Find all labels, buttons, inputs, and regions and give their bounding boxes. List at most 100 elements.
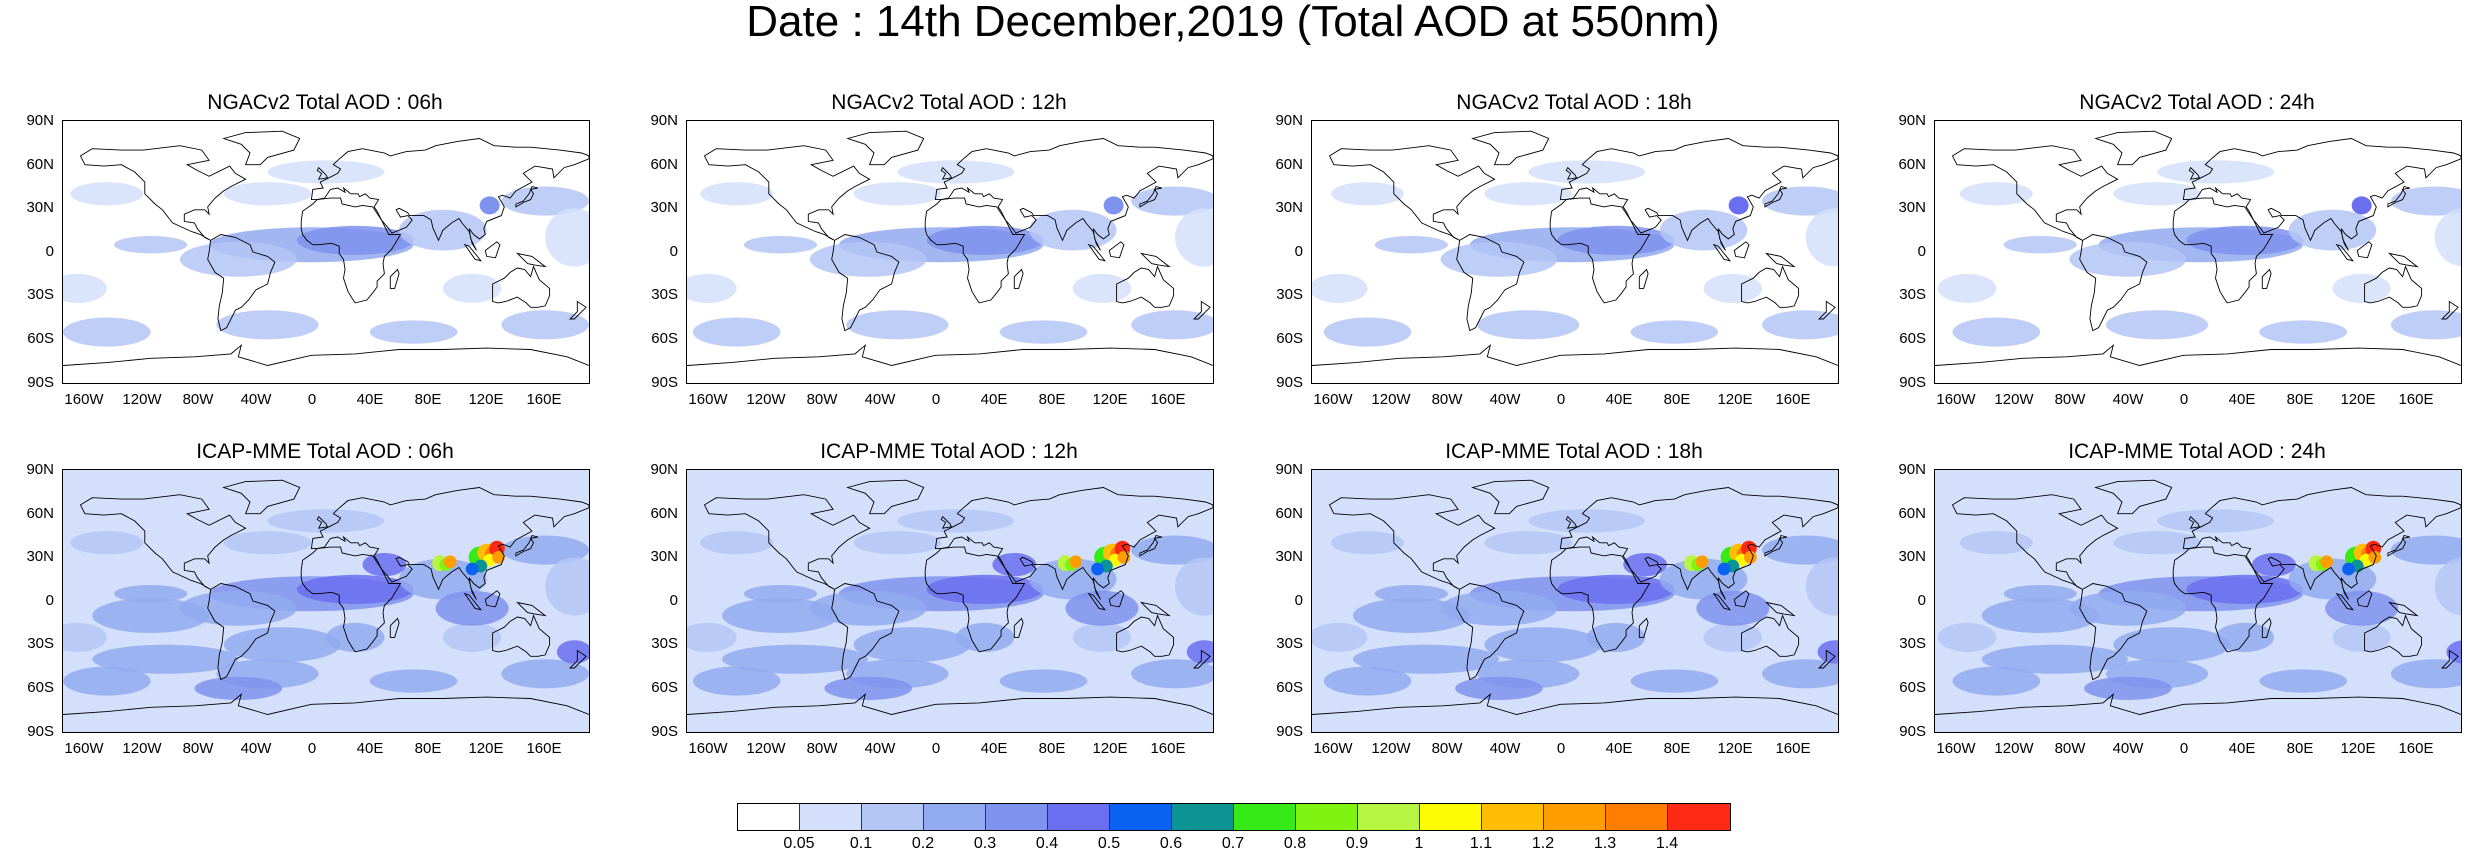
world-map [1311, 469, 1839, 733]
latitude-tick-label: 90N [1275, 461, 1303, 478]
aod-field [63, 622, 107, 652]
coastline-greenland [1471, 479, 1550, 515]
coastline-new-zealand [1192, 649, 1211, 669]
latitude-tick-label: 60N [26, 505, 54, 522]
aod-field [1728, 196, 1749, 215]
latitude-tick-label: 60S [651, 330, 678, 347]
aod-field [442, 273, 502, 303]
longitude-tick-label: 40W [240, 740, 272, 757]
latitude-tick-label: 30N [1275, 199, 1303, 216]
colorbar-swatch [1172, 804, 1234, 830]
aod-field [1557, 225, 1675, 255]
aod-field [687, 273, 737, 303]
longitude-tick-label: 160E [1150, 391, 1186, 408]
coastline-japan [2387, 185, 2411, 208]
colorbar-label: 1.2 [1531, 835, 1555, 852]
aod-field [2186, 225, 2304, 255]
longitude-tick-label: 120E [2340, 391, 2376, 408]
coastline-australia [2364, 614, 2423, 657]
longitude-tick-label: 80E [1663, 391, 1691, 408]
aod-field [1484, 531, 1573, 555]
coastline-indonesia-sumatra [2335, 243, 2355, 262]
aod-field [223, 627, 341, 663]
latitude-tick-label: 60S [27, 679, 54, 696]
aod-field [1186, 640, 1213, 664]
longitude-tick-label: 80E [2286, 740, 2314, 757]
coastline-australia [492, 265, 551, 308]
latitude-tick-label: 90S [1276, 723, 1303, 740]
longitude-tick-label: 160E [2398, 740, 2434, 757]
aod-field [2003, 584, 2077, 603]
map-panel: ICAP-MME Total AOD : 24h 90N 60N 30N 0 30S 60S… [1886, 441, 2466, 781]
latitude-tick-label: 60S [1276, 330, 1303, 347]
aod-field [1937, 622, 1997, 652]
aod-field [1659, 209, 1748, 251]
colorbar-label: 0.3 [973, 835, 997, 852]
latitude-tick-label: 60N [650, 156, 678, 173]
aod-field [2325, 590, 2399, 626]
coastline-antarctica [1935, 692, 2461, 715]
aod-field [2434, 208, 2461, 267]
coastline-eurasia [2182, 487, 2461, 600]
aod-field [2390, 186, 2461, 216]
aod-field [743, 584, 818, 603]
coastline-new-zealand [2440, 300, 2459, 320]
coastline-madagascar [2261, 617, 2272, 638]
longitude-tick-label: 0 [1556, 740, 1566, 757]
aod-field [1762, 186, 1838, 216]
aod-field [369, 320, 458, 344]
longitude-tick-label: 80W [1431, 391, 1463, 408]
longitude-tick-label: 120E [2340, 740, 2376, 757]
longitude-tick-label: 0 [1556, 391, 1566, 408]
aod-field [556, 640, 589, 664]
aod-field [545, 208, 589, 267]
aod-field [1528, 509, 1646, 533]
world-map [1311, 120, 1839, 384]
coastline-north-america [1951, 145, 2119, 241]
longitude-tick-label: 40E [356, 740, 384, 757]
aod-field [687, 622, 737, 652]
aod-field [1323, 666, 1412, 696]
aod-field [2186, 574, 2304, 604]
latitude-tick-label: 60N [1275, 156, 1303, 173]
longitude-tick-label: 120E [468, 740, 504, 757]
colorbar-label: 0.4 [1035, 835, 1059, 852]
latitude-tick-label: 30S [27, 635, 54, 652]
colorbar-labels: 0.05 0.1 0.2 0.3 0.4 0.5 0.6 0.7 0.8 0.9 1 1.1 1.2 1.… [737, 836, 1731, 853]
colorbar-label: 0.6 [1159, 835, 1183, 852]
aod-field [1323, 317, 1412, 347]
latitude-tick-label: 60N [1898, 505, 1926, 522]
longitude-tick-label: 160W [1936, 391, 1976, 408]
aod-field [1440, 590, 1558, 626]
aod-field [692, 317, 781, 347]
longitude-tick-label: 160E [526, 391, 562, 408]
aod-field [809, 241, 927, 277]
aod-field [1805, 557, 1838, 616]
coastline-australia [2364, 265, 2423, 308]
coastline-north-america [1328, 145, 1496, 241]
coastline-indonesia-sumatra [1712, 592, 1732, 611]
longitude-tick-label: 120W [1371, 391, 1411, 408]
coastline-japan [515, 534, 539, 557]
panel-title: NGACv2 Total AOD : 18h [1456, 91, 1692, 114]
coastline-africa [924, 546, 1026, 653]
aod-field [853, 531, 942, 555]
colorbar-swatch [1358, 804, 1420, 830]
coastline-new-guinea [1140, 252, 1171, 268]
colorbar-label: 1.4 [1655, 835, 1679, 852]
coastline-new-zealand [2440, 649, 2459, 669]
aod-field [2157, 509, 2274, 533]
coastline-australia [1116, 265, 1175, 308]
coastline-antarctica [63, 343, 589, 366]
latitude-tick-label: 90S [1899, 374, 1926, 391]
map-panel: NGACv2 Total AOD : 24h 90N 60N 30N 0 30S 60S 90… [1886, 92, 2466, 432]
coastline-madagascar [389, 268, 400, 289]
aod-field [1981, 598, 2099, 634]
coastline-north-america [79, 145, 247, 241]
longitude-tick-label: 160W [1936, 740, 1976, 757]
longitude-tick-label: 40W [240, 391, 272, 408]
aod-field [2252, 552, 2296, 577]
colorbar-label: 1 [1414, 835, 1424, 852]
coastline-new-guinea [516, 601, 547, 617]
figure-title: Date : 14th December,2019 (Total AOD at … [746, 0, 1720, 46]
